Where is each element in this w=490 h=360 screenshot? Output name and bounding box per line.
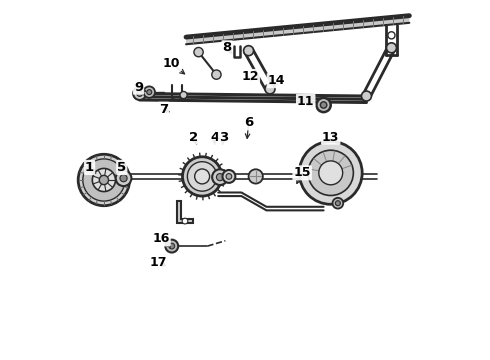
Circle shape	[317, 98, 331, 112]
Circle shape	[147, 90, 152, 95]
Polygon shape	[186, 16, 409, 44]
Circle shape	[222, 170, 235, 183]
Text: 17: 17	[150, 256, 167, 269]
Text: 15: 15	[294, 166, 311, 179]
Circle shape	[182, 157, 222, 196]
Circle shape	[319, 161, 343, 185]
Circle shape	[92, 168, 116, 192]
Text: 13: 13	[322, 131, 340, 144]
Text: 9: 9	[134, 81, 143, 94]
Circle shape	[133, 87, 146, 100]
Text: 1: 1	[85, 161, 94, 174]
Text: 16: 16	[152, 233, 170, 246]
Circle shape	[120, 175, 127, 182]
Circle shape	[212, 70, 221, 79]
Circle shape	[144, 86, 155, 98]
Text: 3: 3	[219, 131, 228, 144]
Text: 7: 7	[159, 103, 168, 116]
Circle shape	[308, 150, 353, 195]
Circle shape	[387, 43, 396, 53]
Text: 4: 4	[210, 131, 219, 144]
Circle shape	[248, 169, 263, 184]
Circle shape	[169, 243, 174, 249]
Circle shape	[212, 169, 228, 185]
Circle shape	[388, 44, 395, 51]
Circle shape	[244, 46, 253, 56]
Circle shape	[362, 91, 371, 101]
Circle shape	[182, 218, 188, 224]
Text: 5: 5	[117, 161, 126, 174]
Circle shape	[187, 162, 217, 191]
Text: 14: 14	[268, 74, 285, 87]
Circle shape	[335, 201, 341, 206]
Circle shape	[265, 84, 275, 94]
Circle shape	[83, 159, 125, 201]
Text: 11: 11	[297, 95, 315, 108]
Circle shape	[333, 198, 343, 208]
Circle shape	[78, 154, 130, 206]
Text: 8: 8	[222, 41, 232, 54]
Circle shape	[320, 102, 327, 108]
Circle shape	[165, 240, 178, 252]
Circle shape	[99, 175, 108, 185]
Circle shape	[226, 174, 232, 179]
Circle shape	[194, 48, 203, 57]
Circle shape	[116, 170, 131, 186]
Circle shape	[217, 174, 223, 181]
Text: 10: 10	[163, 57, 180, 71]
Text: 2: 2	[189, 131, 198, 144]
Circle shape	[299, 141, 362, 204]
Circle shape	[388, 32, 395, 39]
Text: 6: 6	[244, 116, 253, 129]
Circle shape	[195, 169, 210, 184]
Circle shape	[180, 91, 187, 99]
Text: 12: 12	[242, 70, 259, 83]
Circle shape	[137, 91, 143, 96]
Polygon shape	[177, 202, 193, 223]
